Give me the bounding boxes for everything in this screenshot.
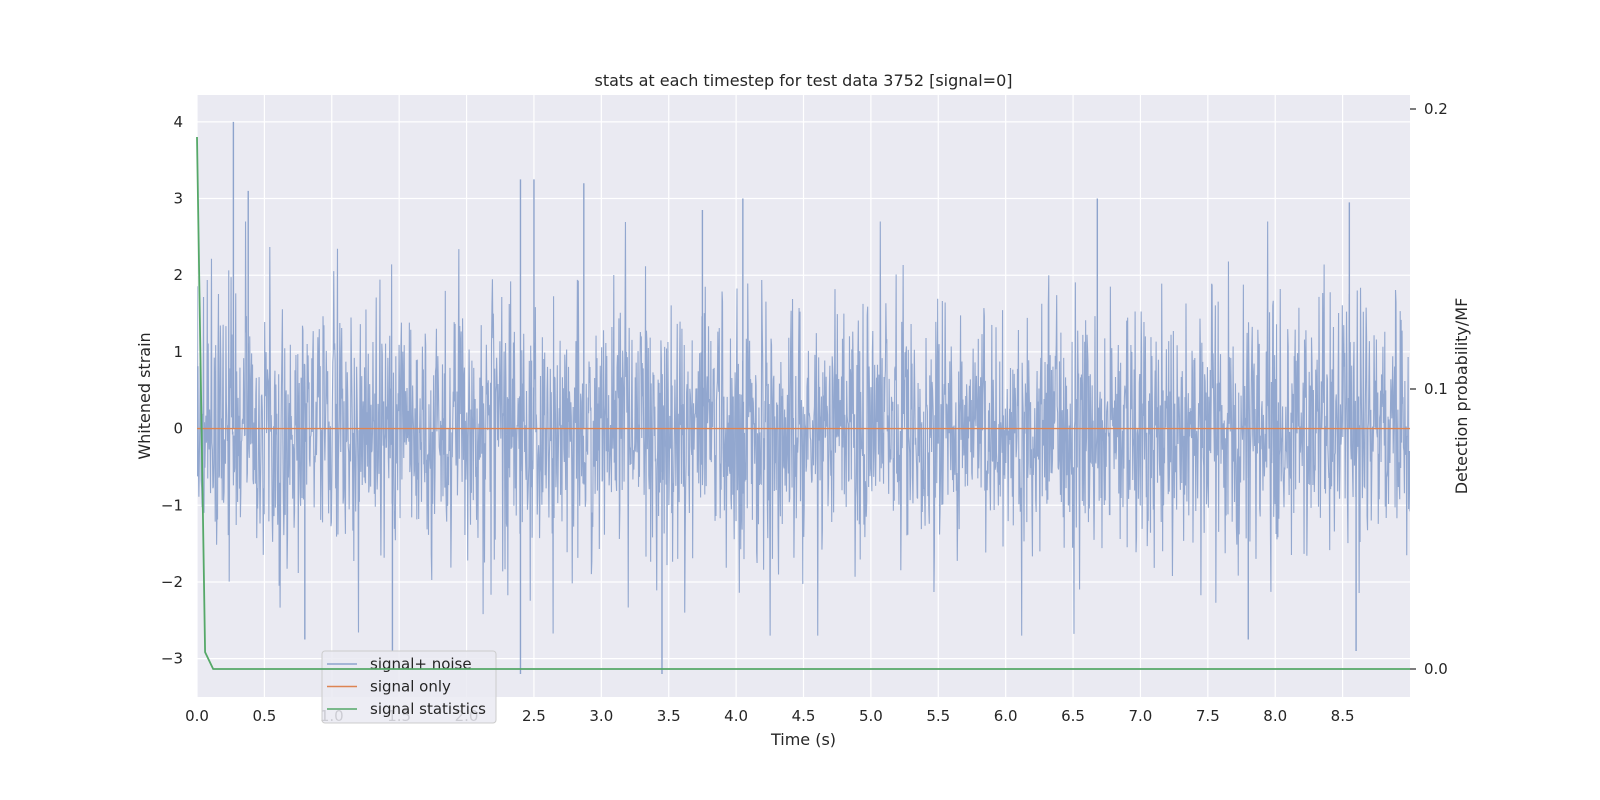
x-tick-label: 5.0: [859, 707, 883, 725]
y-tick-label: 1: [173, 343, 183, 361]
y-tick-label: 0: [173, 420, 183, 438]
y2-tick-label: 0.2: [1424, 100, 1448, 118]
series-signal-noise-line: [197, 221, 1410, 636]
axes: 0.00.51.01.52.02.53.03.54.04.55.05.56.06…: [161, 100, 1448, 725]
legend-label-signal-only: signal only: [370, 678, 451, 696]
y2-axis-title: Detection probability/MF: [1452, 298, 1471, 495]
x-tick-label: 6.5: [1061, 707, 1085, 725]
chart-title: stats at each timestep for test data 375…: [594, 71, 1012, 90]
y2-tick-label: 0.0: [1424, 660, 1448, 678]
y-axis-title: Whitened strain: [135, 332, 154, 459]
x-tick-label: 2.5: [522, 707, 546, 725]
x-tick-label: 0.5: [252, 707, 276, 725]
x-tick-label: 4.5: [792, 707, 816, 725]
y-tick-label: 3: [173, 190, 183, 208]
legend-label-signal-noise: signal+ noise: [370, 655, 472, 673]
x-axis-title: Time (s): [770, 730, 836, 749]
plot-series: [197, 121, 1410, 674]
y-tick-label: 4: [173, 113, 183, 131]
x-tick-label: 3.5: [657, 707, 681, 725]
x-tick-label: 0.0: [185, 707, 209, 725]
y-tick-label: −1: [161, 496, 183, 514]
y2-tick-label: 0.1: [1424, 380, 1448, 398]
x-tick-label: 3.0: [589, 707, 613, 725]
legend: signal+ noise signal only signal statist…: [321, 650, 497, 724]
x-tick-label: 4.0: [724, 707, 748, 725]
x-tick-label: 8.0: [1263, 707, 1287, 725]
legend-label-signal-statistics: signal statistics: [370, 700, 486, 718]
series-signal-statistics-line: [196, 136, 1410, 670]
y-tick-label: 2: [173, 266, 183, 284]
y-tick-label: −3: [161, 650, 183, 668]
y-tick-label: −2: [161, 573, 183, 591]
x-tick-label: 7.5: [1196, 707, 1220, 725]
x-tick-label: 6.0: [994, 707, 1018, 725]
x-tick-label: 7.0: [1129, 707, 1153, 725]
x-tick-label: 8.5: [1331, 707, 1355, 725]
x-tick-label: 5.5: [926, 707, 950, 725]
